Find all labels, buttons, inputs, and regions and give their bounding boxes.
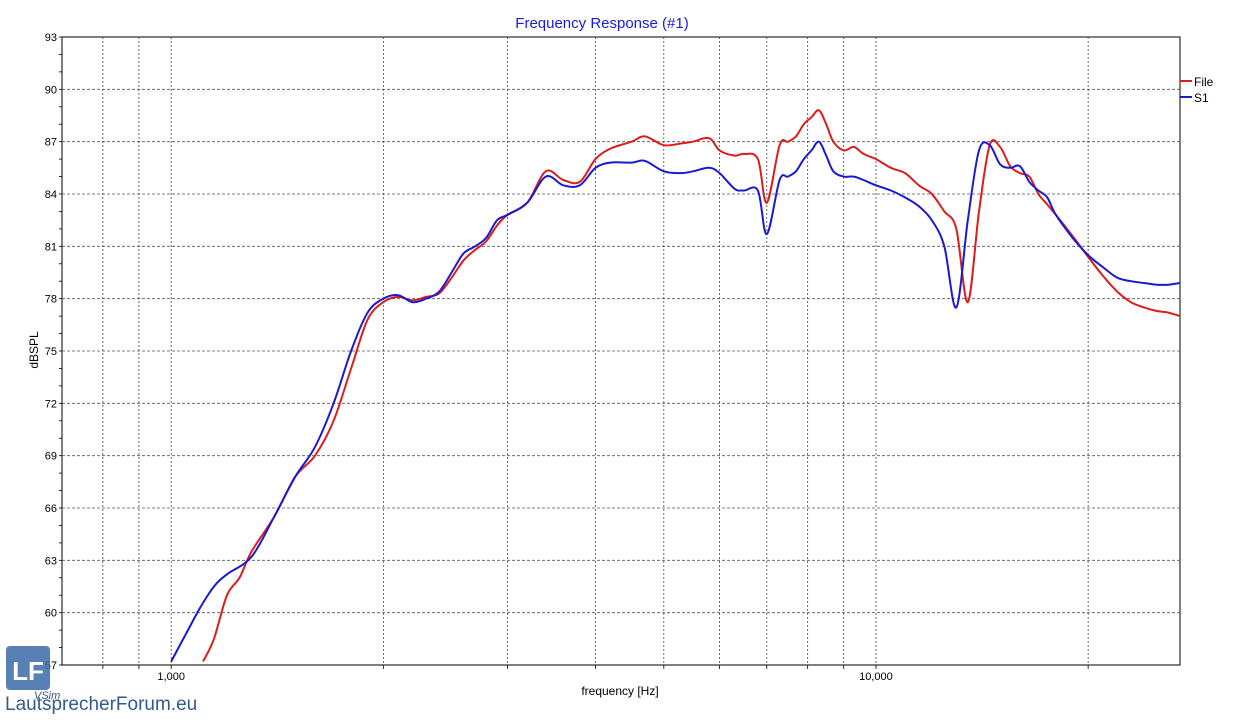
watermark-logo-box: [6, 646, 50, 690]
y-tick-label: 72: [45, 398, 57, 410]
y-tick-label: 63: [45, 555, 57, 567]
y-tick-label: 93: [45, 32, 57, 44]
y-axis-label: dBSPL: [27, 331, 41, 369]
watermark-logo-sub: VSim: [34, 690, 60, 702]
watermark-logo-letters: LF: [12, 656, 44, 686]
series-line-s1: [170, 140, 1180, 662]
y-tick-label: 87: [45, 137, 57, 149]
x-tick-label: 1,000: [157, 671, 185, 683]
chart-title: Frequency Response (#1): [515, 15, 688, 32]
x-tick-label: 10,000: [859, 671, 893, 683]
watermark-site: LautsprecherForum.eu: [5, 694, 197, 715]
x-tick-labels: 1,000 10,000: [157, 671, 892, 683]
y-tick-label: 84: [45, 189, 57, 201]
y-tick-label: 75: [45, 346, 57, 358]
y-tick-label: 81: [45, 241, 57, 253]
watermark: LF VSim LautsprecherForum.eu: [5, 646, 197, 715]
legend-label-s1: S1: [1194, 91, 1209, 105]
y-tick-label: 66: [45, 503, 57, 515]
y-tick-label: 78: [45, 294, 57, 306]
y-tick-label: 60: [45, 608, 57, 620]
legend-label-file: File: [1194, 75, 1214, 89]
legend: File S1: [1180, 75, 1214, 105]
y-tick-label: 69: [45, 451, 57, 463]
series-layer: [170, 109, 1180, 662]
y-tick-label: 90: [45, 84, 57, 96]
x-axis-label: frequency [Hz]: [581, 684, 658, 698]
